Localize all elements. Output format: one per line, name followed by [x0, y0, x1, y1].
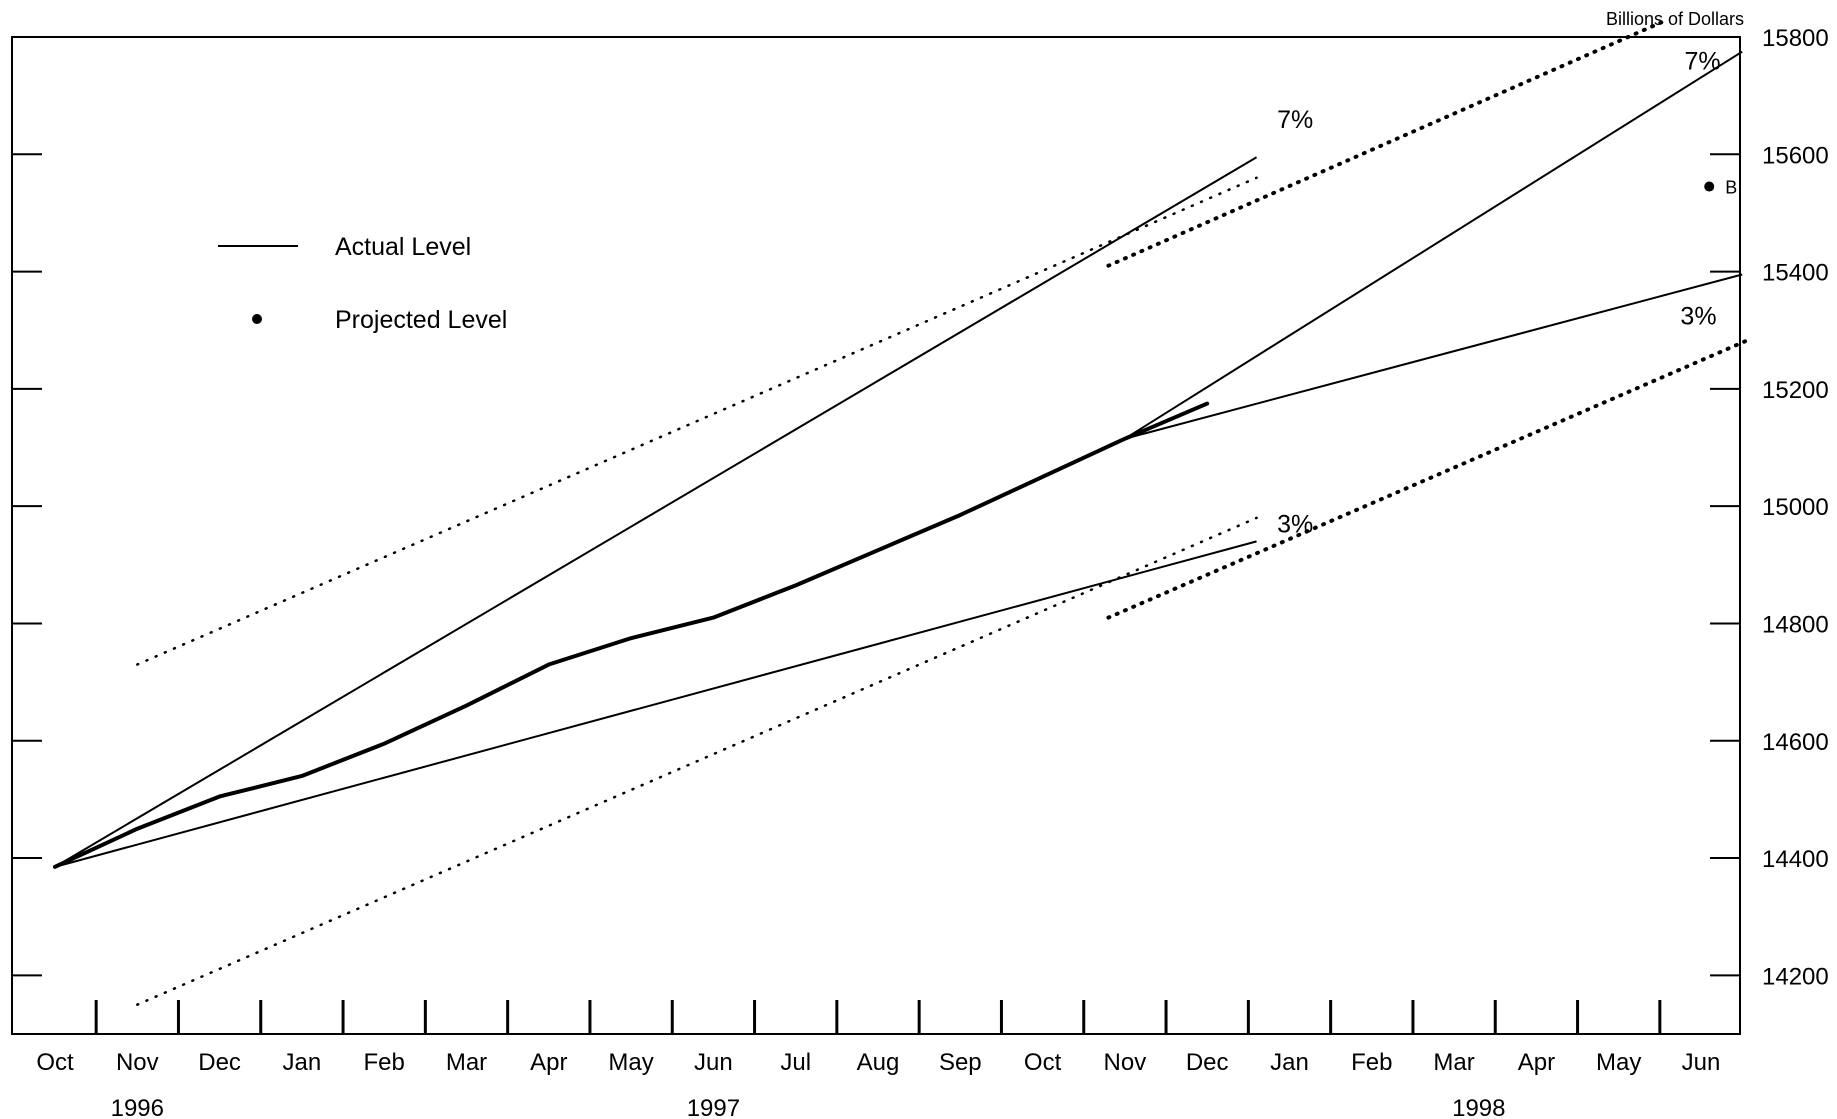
- series-lines: [53, 401, 1210, 869]
- year-label: 1996: [111, 1095, 164, 1119]
- projected-points: B: [1704, 178, 1737, 198]
- x-tick-label: Nov: [116, 1049, 159, 1076]
- x-tick-label: Jan: [1270, 1049, 1309, 1076]
- unit-label: Billions of Dollars: [1606, 9, 1744, 29]
- projected-point-label: B: [1725, 178, 1737, 198]
- x-tick-label: Dec: [1186, 1049, 1229, 1076]
- band-label-0: 7%: [1277, 106, 1313, 134]
- x-tick-label: Mar: [1433, 1049, 1474, 1076]
- y-tick-label: 15000: [1762, 494, 1829, 521]
- dotted-band-line-2: [1106, 17, 1671, 268]
- legend: Actual Level Projected Level: [218, 233, 507, 334]
- x-tick-label: Oct: [1024, 1049, 1062, 1076]
- growth-cone-line-0: [54, 156, 1258, 868]
- x-tick-label: Jun: [694, 1049, 733, 1076]
- y-tick-label: 15600: [1762, 142, 1829, 169]
- plot-frame: [11, 36, 1741, 1035]
- dotted-band-line-1: [136, 516, 1258, 1006]
- growth-cone-line-3: [1124, 273, 1743, 440]
- x-tick-label: Oct: [36, 1049, 74, 1076]
- x-tick-label: Jun: [1682, 1049, 1721, 1076]
- y-axis: 14200 14400 14600 14800 15000 15200 15400 15600…: [12, 25, 1829, 990]
- x-tick-label: Feb: [1351, 1049, 1392, 1076]
- y-tick-label: 15200: [1762, 377, 1829, 404]
- legend-projected-label: Projected Level: [335, 306, 507, 334]
- year-label: 1998: [1452, 1095, 1505, 1119]
- band-labels: 7% 3% 7% 3%: [1277, 47, 1721, 538]
- dotted-band-line-3: [1106, 337, 1753, 620]
- band-label-3: 3%: [1680, 302, 1716, 330]
- x-tick-label: Apr: [1518, 1049, 1555, 1076]
- x-tick-label: Aug: [857, 1049, 900, 1076]
- y-tick-label: 14800: [1762, 611, 1829, 638]
- y-tick-label: 14400: [1762, 846, 1829, 873]
- x-tick-label: Dec: [198, 1049, 241, 1076]
- legend-projected-dot: [252, 314, 262, 324]
- x-tick-label: Mar: [446, 1049, 487, 1076]
- y-tick-label: 15400: [1762, 260, 1829, 287]
- x-tick-label: May: [608, 1049, 653, 1076]
- band-label-2: 7%: [1685, 47, 1721, 75]
- x-tick-label: Nov: [1104, 1049, 1147, 1076]
- x-tick-label: Jul: [780, 1049, 811, 1076]
- growth-cone-line-1: [54, 540, 1257, 868]
- y-tick-label: 15800: [1762, 25, 1829, 52]
- band-label-1: 3%: [1277, 511, 1313, 539]
- y-tick-label: 14600: [1762, 729, 1829, 756]
- year-label: 1997: [687, 1095, 740, 1119]
- growth-cones: [54, 50, 1743, 868]
- dotted-band-line-0: [136, 176, 1258, 666]
- x-axis: Oct Nov Dec Jan Feb Mar Apr May Jun Jul Aug Sep Oct N…: [36, 1000, 1720, 1119]
- x-tick-label: Apr: [530, 1049, 567, 1076]
- dotted-bands: [136, 17, 1753, 1006]
- legend-actual-label: Actual Level: [335, 233, 471, 261]
- series-line-actual-level: [53, 401, 1210, 869]
- x-tick-label: Sep: [939, 1049, 982, 1076]
- projected-point: [1704, 181, 1715, 192]
- x-tick-label: Jan: [283, 1049, 322, 1076]
- y-tick-label: 14200: [1762, 963, 1829, 990]
- growth-cone-line-2: [1124, 50, 1743, 440]
- x-tick-label: Feb: [364, 1049, 405, 1076]
- x-tick-label: May: [1596, 1049, 1641, 1076]
